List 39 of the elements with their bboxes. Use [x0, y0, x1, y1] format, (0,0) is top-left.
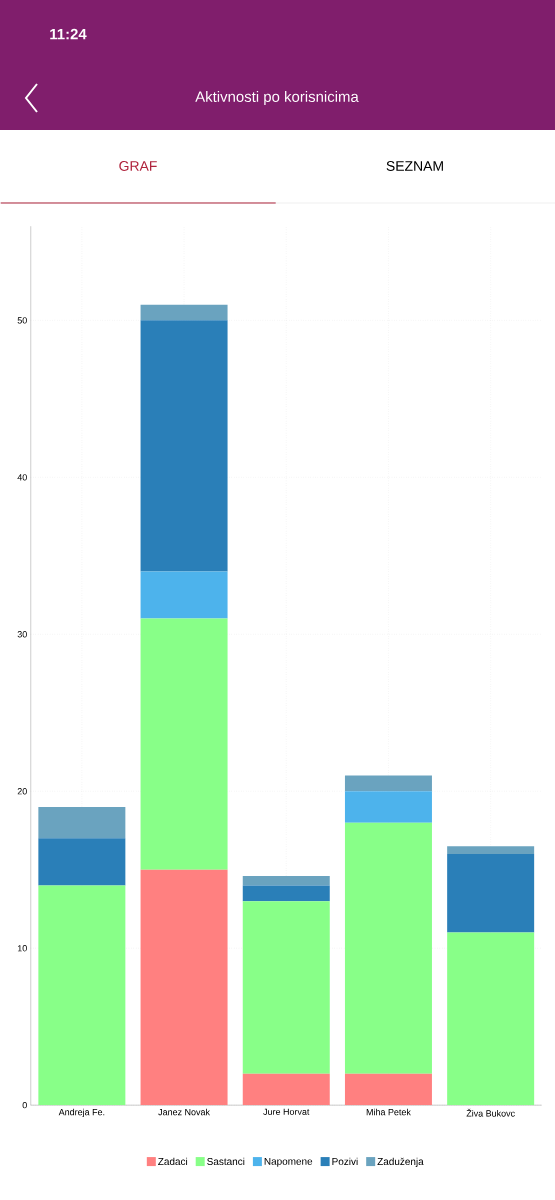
- x-tick-label: Janez Novak: [158, 1108, 210, 1116]
- bar: [38, 806, 126, 839]
- legend-label: Pozivi: [332, 1157, 358, 1166]
- bar: [140, 571, 228, 619]
- text: 11:24: [50, 28, 87, 40]
- bar: [447, 854, 535, 933]
- bar: [447, 846, 535, 855]
- bar: [344, 775, 432, 792]
- bar: [242, 1073, 330, 1106]
- bar: [242, 885, 330, 902]
- x-tick-label: Andreja Fe.: [58, 1108, 105, 1118]
- bar: [140, 869, 228, 1106]
- y-tick-label: 10: [17, 945, 27, 952]
- legend-label: Sastanci: [207, 1157, 245, 1166]
- bar: [38, 885, 126, 1106]
- bar: [140, 618, 228, 870]
- bar: [344, 1073, 432, 1106]
- legend-label: Zaduženja: [377, 1157, 424, 1168]
- legend-label: Zadaci: [158, 1157, 188, 1166]
- x-tick-label: Jure Horvat: [263, 1108, 310, 1115]
- chart-title: Aktivnosti po korisnicima: [195, 91, 359, 105]
- x-tick-label: Miha Petek: [366, 1108, 411, 1116]
- y-tick-label: 40: [17, 474, 27, 481]
- text: SEZNAM: [386, 161, 443, 171]
- y-tick-label: 30: [17, 631, 27, 638]
- bar: [344, 822, 432, 1074]
- y-tick-label: 20: [17, 788, 27, 795]
- bar: [38, 838, 126, 886]
- bar: [242, 876, 330, 886]
- bar: [140, 320, 228, 572]
- legend-label: Napomene: [264, 1157, 313, 1167]
- bar: [242, 901, 330, 1074]
- bar: [344, 791, 432, 823]
- bar: [140, 304, 228, 321]
- y-tick-label: 0: [22, 1102, 27, 1109]
- y-tick-label: 50: [17, 317, 27, 324]
- text: GRAF: [119, 161, 157, 171]
- x-tick-label: Živa Bukovc: [466, 1108, 515, 1117]
- bar: [447, 932, 535, 1106]
